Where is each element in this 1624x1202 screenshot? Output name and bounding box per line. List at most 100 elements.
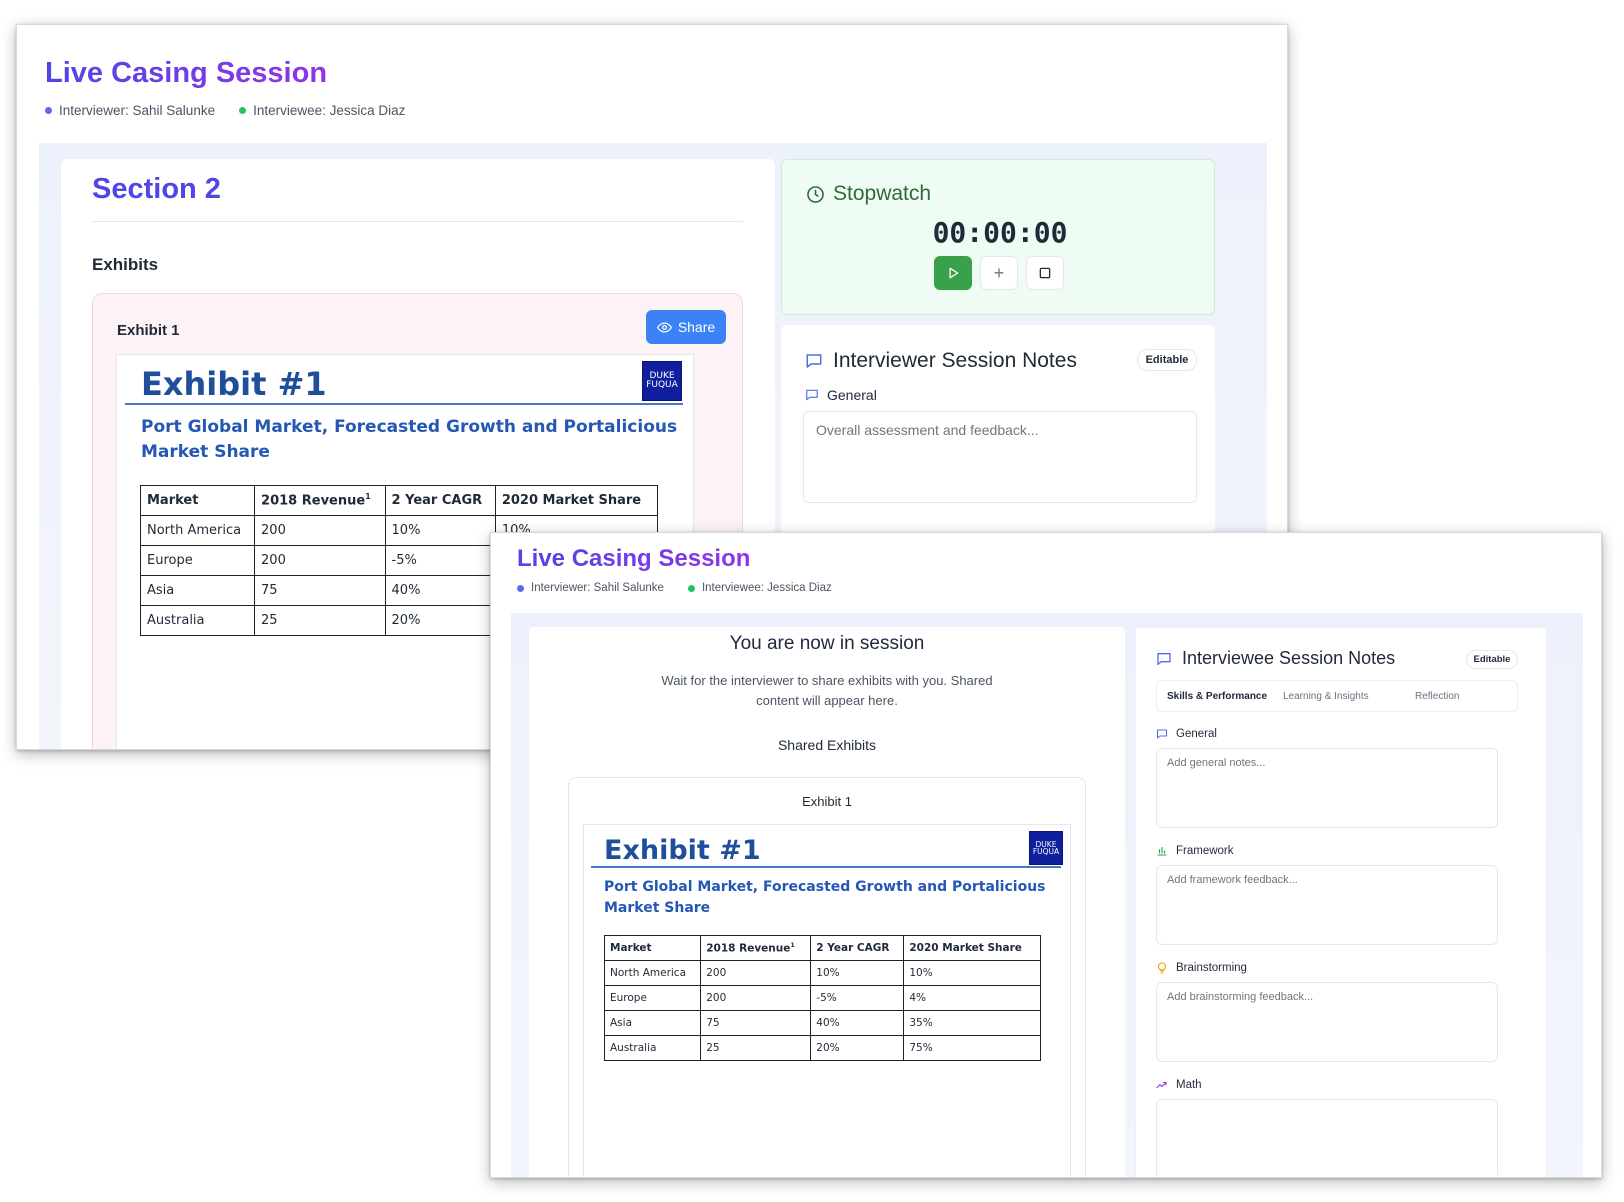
general-notes-input[interactable] [1156,748,1498,828]
lightbulb-icon [1158,962,1166,974]
interviewer-name: Interviewer: Sahil Salunke [59,103,216,118]
tab-skills-performance[interactable]: Skills & Performance [1167,690,1268,702]
duke-fuqua-logo: DUKE FUQUA [1029,831,1063,865]
exhibit-title: Exhibit #1 [141,365,327,403]
app-header: Live Casing Session Interviewer: Sahil S… [517,545,832,594]
framework-label: Framework [1156,845,1234,857]
stop-button[interactable] [1026,256,1064,290]
table-cell: 20% [384,605,496,636]
table-cell: 200 [700,960,812,986]
tab-learning-insights[interactable]: Learning & Insights [1283,690,1369,702]
table-cell: 40% [384,575,496,606]
interviewee-name: Interviewee: Jessica Diaz [253,103,406,118]
section-title: Section 2 [92,173,221,205]
table-cell: Australia [603,1035,702,1061]
table-cell: -5% [810,985,905,1011]
math-notes-input[interactable] [1156,1099,1498,1177]
interviewer-info: Interviewer: Sahil Salunke [517,582,664,594]
message-icon [806,389,818,401]
exhibit-panel-label: Exhibit 1 [117,322,180,339]
exhibit-panel-label: Exhibit 1 [802,794,852,809]
table-cell: 4% [903,985,1041,1011]
brainstorming-notes-input[interactable] [1156,982,1498,1062]
stopwatch-time: 00:00:00 [932,216,1068,249]
share-button[interactable]: Share [646,310,726,344]
interviewee-name: Interviewee: Jessica Diaz [701,582,832,594]
editable-badge: Editable [1137,349,1197,371]
header-cell: 2018 Revenue1 [700,935,812,961]
brainstorming-label-text: Brainstorming [1176,962,1247,974]
table-cell: 75% [903,1035,1041,1061]
tab-reflection[interactable]: Reflection [1415,690,1460,702]
interviewee-info: Interviewee: Jessica Diaz [239,103,405,118]
interviewer-info: Interviewer: Sahil Salunke [45,103,215,118]
interviewer-dot-icon [517,584,524,592]
table-cell: Europe [139,545,256,576]
participants: Interviewer: Sahil Salunke Interviewee: … [45,103,405,118]
table-row: North America 200 10% 10% [603,960,1041,986]
table-header-row: Market 2018 Revenue1 2 Year CAGR 2020 Ma… [603,935,1041,961]
framework-label-text: Framework [1176,845,1234,857]
notes-tabs: Skills & Performance Learning & Insights… [1156,680,1518,712]
table-cell: 200 [254,545,386,576]
table-cell: 20% [810,1035,905,1061]
notes-title-text: Interviewer Session Notes [833,349,1077,372]
shared-exhibit-panel: Exhibit 1 Exhibit #1 DUKE FUQUA Port Glo… [568,777,1086,1177]
table-cell: 200 [700,985,812,1011]
interviewee-window: Live Casing Session Interviewer: Sahil S… [490,532,1602,1178]
logo-line-2: FUQUA [646,380,678,390]
interviewee-dot-icon [239,107,247,114]
header-cell: 2 Year CAGR [810,935,905,961]
table-cell: Australia [139,605,256,636]
footnote-marker: 1 [365,492,371,502]
play-icon [949,267,959,279]
table-cell: North America [139,515,256,546]
general-label-text: General [1176,728,1217,740]
table-cell: Europe [603,985,702,1011]
message-icon [806,354,822,368]
table-cell: 10% [903,960,1041,986]
eye-icon [656,322,672,332]
app-title: Live Casing Session [517,545,751,572]
add-time-button[interactable]: + [980,256,1018,290]
table-cell: 75 [254,575,386,606]
table-cell: -5% [384,545,496,576]
table-cell: 25 [254,605,386,636]
table-cell: 10% [810,960,905,986]
header-cell: 2020 Market Share [903,935,1041,961]
stopwatch-controls: + [934,256,1064,290]
exhibit-rule [125,403,683,405]
general-label: General [805,387,877,403]
plus-icon: + [993,262,1005,283]
interviewee-dot-icon [687,584,695,592]
trending-up-icon [1156,1081,1167,1089]
table-cell: North America [603,960,702,986]
exhibits-heading: Exhibits [92,255,159,274]
exhibit-rule [591,866,1061,868]
stopwatch-title: Stopwatch [806,182,931,206]
table-cell: 75 [700,1010,812,1036]
header-text: 2018 Revenue [261,493,366,509]
message-icon [1156,729,1168,739]
interviewee-notes-card: Interviewee Session Notes Editable Skill… [1135,627,1547,1177]
general-notes-input[interactable] [803,411,1197,503]
general-label: General [1156,728,1217,740]
interviewer-dot-icon [45,107,52,114]
framework-notes-input[interactable] [1156,865,1498,945]
footnote-marker: 1 [790,941,795,949]
bar-chart-icon [1157,846,1167,856]
header-text: 2018 Revenue [706,942,791,955]
session-heading: You are now in session [729,633,925,654]
session-description: Wait for the interviewer to share exhibi… [661,673,993,708]
play-button[interactable] [934,256,972,290]
math-label: Math [1156,1079,1202,1091]
divider [92,221,743,222]
app-title: Live Casing Session [45,57,328,89]
exhibit-subtitle: Port Global Market, Forecasted Growth an… [604,879,1046,916]
editable-badge: Editable [1466,650,1518,669]
message-icon [1157,652,1171,665]
exhibit-table: Market 2018 Revenue1 2 Year CAGR 2020 Ma… [603,935,1041,1061]
